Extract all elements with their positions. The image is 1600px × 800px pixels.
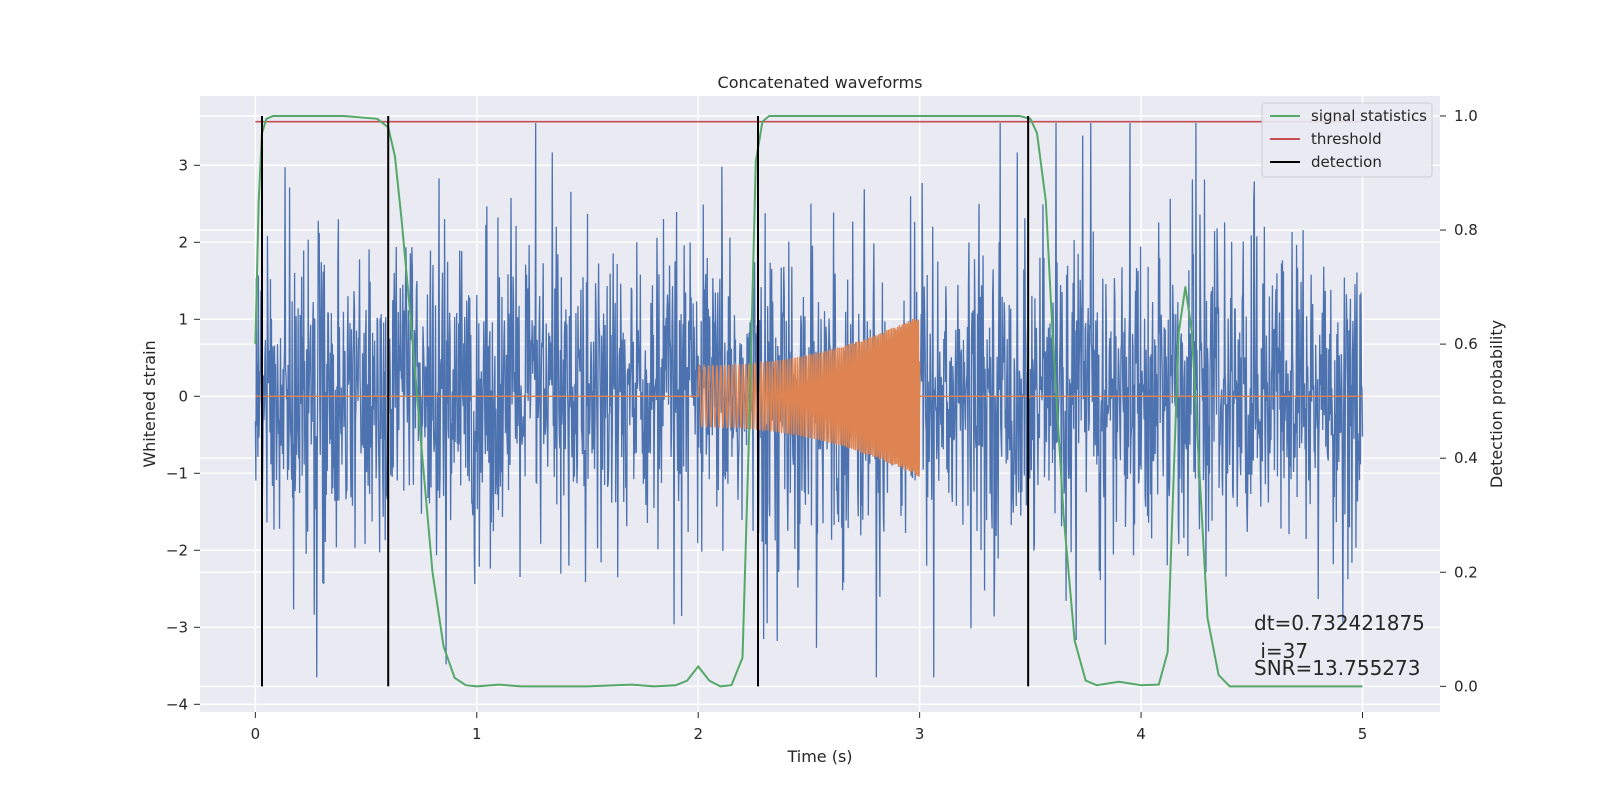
y-tick-label: −3: [166, 618, 188, 636]
y-right-tick-label: 0.2: [1454, 563, 1478, 581]
y-axis-label: Whitened strain: [140, 340, 159, 467]
annotation-dt: dt=0.732421875: [1254, 611, 1425, 635]
y-tick-label: 1: [178, 310, 188, 328]
y-tick-label: 3: [178, 156, 188, 174]
y-right-axis-label: Detection probability: [1487, 320, 1506, 488]
series-layer: [254, 114, 1364, 688]
x-tick-label: 3: [915, 725, 925, 743]
x-tick-label: 1: [472, 725, 482, 743]
x-axis-label: Time (s): [786, 747, 852, 766]
y-tick-label: −1: [166, 464, 188, 482]
x-tick-label: 4: [1136, 725, 1146, 743]
y-right-tick-label: 0.8: [1454, 221, 1478, 239]
axes: 0 1 2 3 4 5 3 2 1 0 −1 −2 −3 −4 1.0 0.8 0.6 0.4 0.2 0.0: [166, 107, 1478, 743]
x-tick-label: 2: [693, 725, 703, 743]
series-injected-waveform: [255, 318, 1363, 477]
annotation-index: i=37: [1254, 639, 1308, 663]
y-tick-label: 0: [178, 387, 188, 405]
x-tick-label: 5: [1358, 725, 1368, 743]
legend-box: [1261, 102, 1433, 178]
y-right-tick-label: 0.6: [1454, 335, 1478, 353]
chart-title: Concatenated waveforms: [718, 73, 923, 92]
y-right-tick-label: 0.0: [1454, 677, 1478, 695]
y-tick-label: −2: [166, 541, 188, 559]
legend-label-detection: detection: [1311, 153, 1382, 171]
legend-label-signal-statistics: signal statistics: [1311, 107, 1427, 125]
y-right-tick-label: 0.4: [1454, 449, 1478, 467]
y-tick-label: 2: [178, 233, 188, 251]
y-tick-label: −4: [166, 695, 188, 713]
annotation-snr: SNR=13.755273: [1254, 656, 1420, 680]
x-tick-label: 0: [251, 725, 261, 743]
legend: signal statistics threshold detection: [1261, 102, 1433, 178]
series-signal-statistics: [254, 114, 1363, 688]
y-right-tick-label: 1.0: [1454, 107, 1478, 125]
legend-label-threshold: threshold: [1311, 130, 1382, 148]
